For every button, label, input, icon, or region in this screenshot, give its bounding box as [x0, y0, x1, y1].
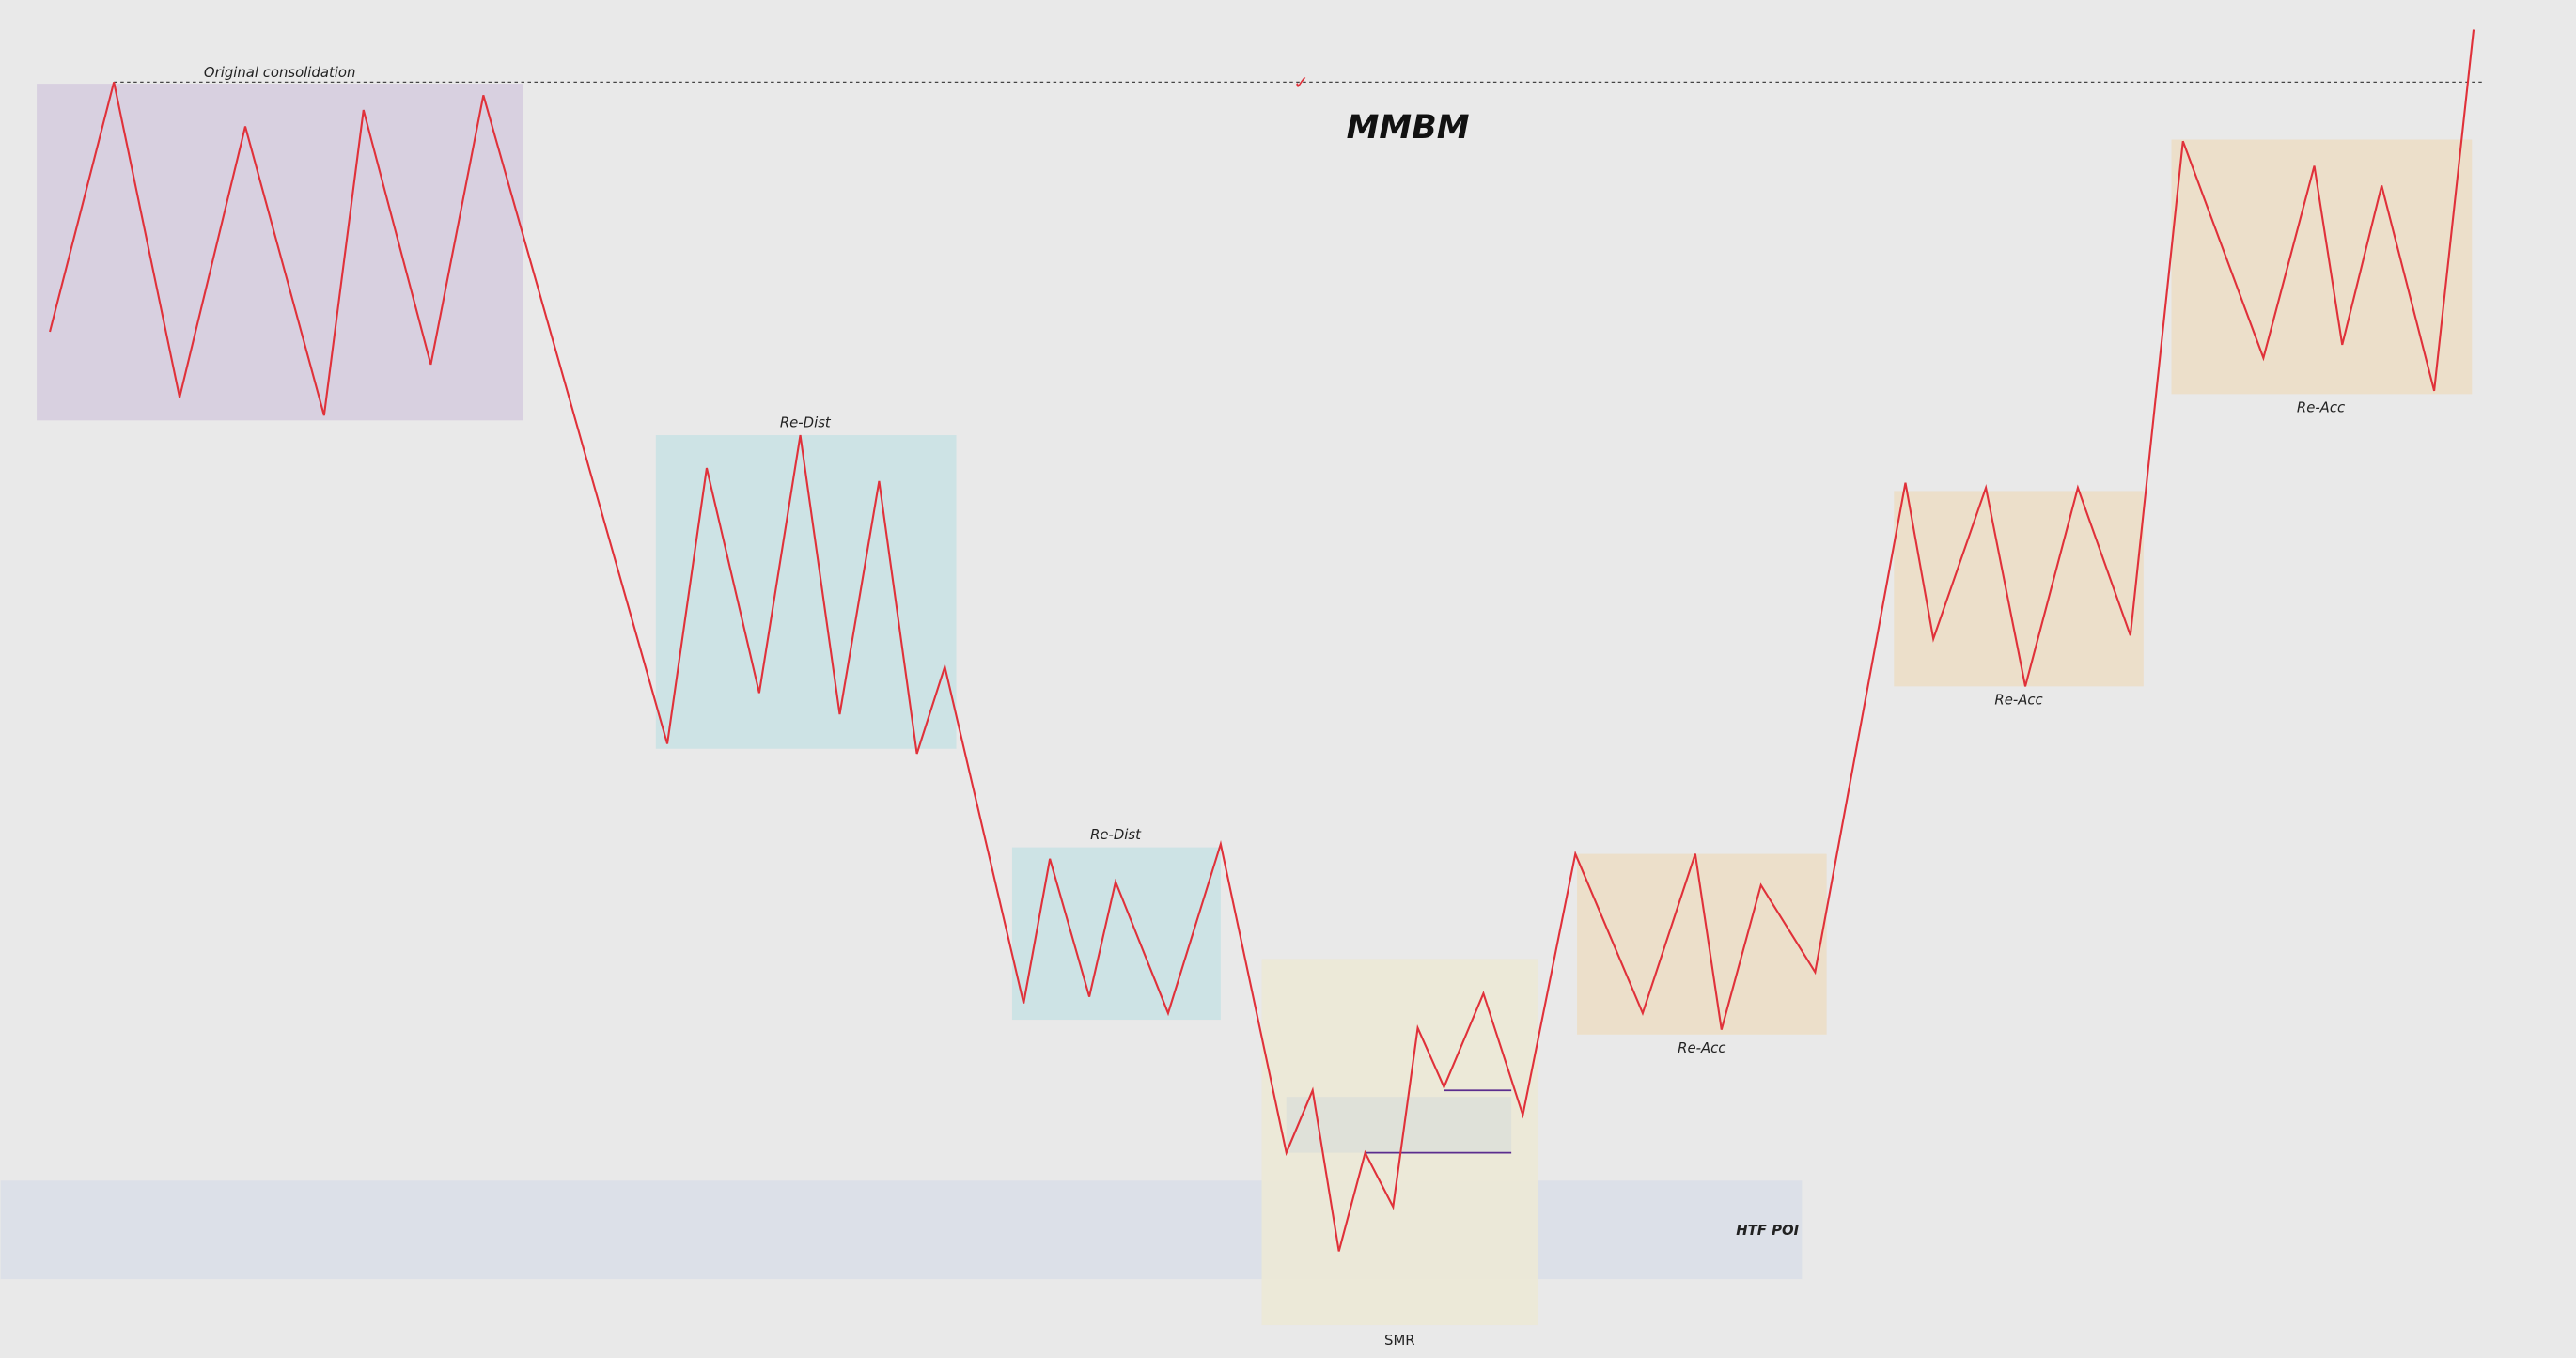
zone-label: Re-Dist — [1090, 826, 1142, 843]
zone-label: Re-Acc — [1994, 692, 2042, 709]
price-path — [49, 29, 2475, 1252]
redist-zone — [1011, 847, 1221, 1021]
zone-label: Re-Acc — [2297, 399, 2345, 416]
zone-label: Re-Dist — [780, 414, 832, 430]
zone-label: Original consolidation — [204, 64, 355, 81]
zone-label: HTF POI — [1736, 1222, 1799, 1239]
zone-label: Re-Acc — [1678, 1039, 1725, 1056]
inner-zone — [1286, 1097, 1512, 1153]
check-marker: ✓ — [1293, 71, 1308, 93]
title: MMBM — [1347, 109, 1470, 147]
reacc-zone — [2171, 139, 2473, 395]
zone-label: SMR — [1384, 1332, 1415, 1349]
redist-zone — [655, 435, 957, 749]
reacc-zone — [1577, 853, 1827, 1035]
